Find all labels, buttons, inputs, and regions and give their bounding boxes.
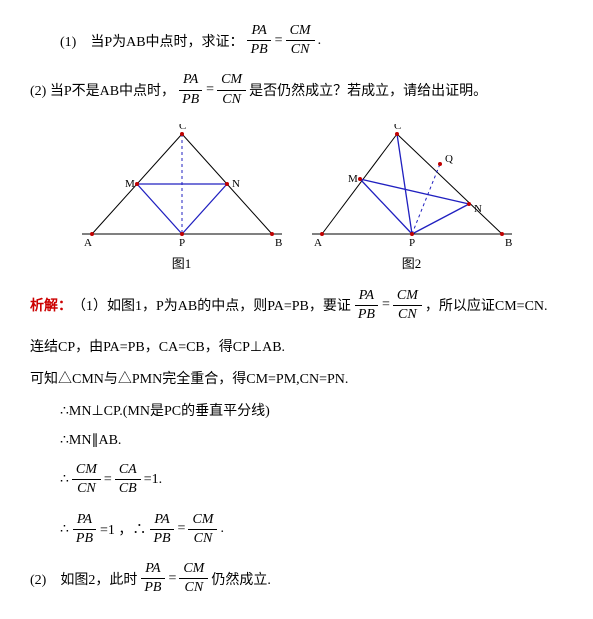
frac: CMCN (179, 560, 208, 597)
fig1-caption: 图1 (82, 253, 282, 272)
svg-text:B: B (505, 237, 512, 249)
svg-text:N: N (474, 203, 482, 215)
svg-text:Q: Q (445, 153, 453, 165)
svg-text:C: C (394, 124, 401, 132)
l7-a: =1 ，∴ (100, 519, 146, 539)
frac: PAPB (354, 287, 379, 324)
triangle-diagram-2: A B C P M N Q (312, 124, 512, 249)
eq: = (178, 521, 186, 537)
eq: = (275, 33, 283, 49)
svg-text:M: M (348, 173, 358, 185)
answer-label: 析解： (30, 295, 72, 315)
eq: = (206, 82, 214, 98)
frac: CACB (115, 461, 141, 498)
answer-2: (2) 如图2，此时 PAPB = CMCN 仍然成立. (30, 560, 563, 597)
proof-line-6: ∴ CMCN = CACB =1. (60, 461, 563, 498)
q1-text: (1) 当P为AB中点时，求证： (60, 31, 244, 51)
answer-line-1: 析解： （1）如图1，P为AB的中点，则PA=PB，要证 PAPB = CMCN… (30, 287, 563, 324)
question-1: (1) 当P为AB中点时，求证： PAPB = CMCN . (60, 22, 563, 59)
svg-text:A: A (314, 237, 322, 249)
period: . (318, 33, 322, 49)
frac: PAPB (149, 511, 174, 548)
figure-2: A B C P M N Q 图2 (312, 124, 512, 272)
proof-line-7: ∴ PAPB =1 ，∴ PAPB = CMCN . (60, 511, 563, 548)
svg-text:A: A (84, 237, 92, 249)
eq: = (104, 472, 112, 488)
fig2-caption: 图2 (312, 253, 512, 272)
frac-cm-cn-2: CMCN (217, 71, 246, 108)
frac: CMCN (393, 287, 422, 324)
svg-text:C: C (179, 124, 186, 132)
l6-eq: =1. (144, 472, 162, 488)
triangle-diagram-1: A B C P M N (82, 124, 282, 249)
figures-row: A B C P M N 图1 A B C P M N Q 图2 (30, 124, 563, 272)
svg-text:N: N (232, 178, 240, 190)
svg-text:B: B (275, 237, 282, 249)
figure-1: A B C P M N 图1 (82, 124, 282, 272)
q2-prefix: (2) 当P不是AB中点时， (30, 80, 175, 100)
ans2-prefix: (2) 如图2，此时 (30, 569, 137, 589)
ans1-b: ，所以应证CM=CN. (425, 295, 548, 315)
frac-pa-pb-2: PAPB (178, 71, 203, 108)
eq: = (168, 571, 176, 587)
proof-line-5: ∴MN∥AB. (60, 432, 563, 449)
frac-pa-pb: PAPB (247, 22, 272, 59)
frac-cm-cn: CMCN (286, 22, 315, 59)
period: . (220, 521, 224, 537)
frac: CMCN (72, 461, 101, 498)
eq: = (382, 297, 390, 313)
q2-suffix: 是否仍然成立？若成立，请给出证明。 (249, 80, 487, 100)
proof-line-4: ∴MN⊥CP.(MN是PC的垂直平分线) (60, 400, 563, 420)
ans1-a: （1）如图1，P为AB的中点，则PA=PB，要证 (72, 295, 351, 315)
svg-text:M: M (125, 178, 135, 190)
svg-text:P: P (179, 237, 185, 249)
frac: PAPB (140, 560, 165, 597)
question-2: (2) 当P不是AB中点时， PAPB = CMCN 是否仍然成立？若成立，请给… (30, 71, 563, 108)
proof-line-3: 可知△CMN与△PMN完全重合，得CM=PM,CN=PN. (30, 368, 563, 388)
frac: CMCN (188, 511, 217, 548)
ans2-suffix: 仍然成立. (211, 569, 271, 589)
proof-line-2: 连结CP，由PA=PB，CA=CB，得CP⊥AB. (30, 336, 563, 356)
frac: PAPB (72, 511, 97, 548)
svg-text:P: P (409, 237, 415, 249)
